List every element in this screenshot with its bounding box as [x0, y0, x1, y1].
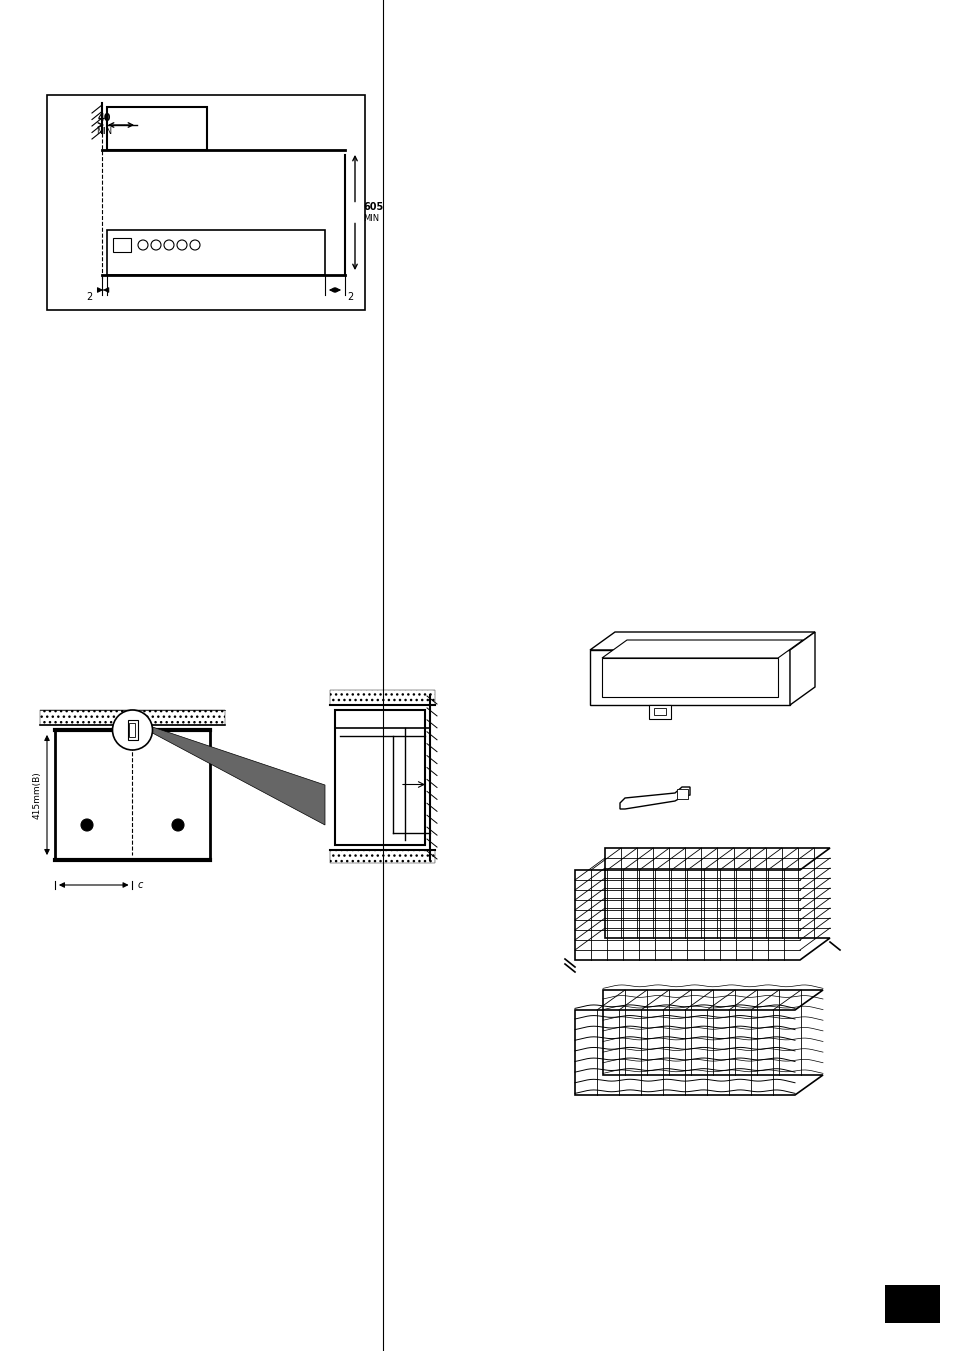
Bar	[112, 238, 131, 253]
Polygon shape	[601, 658, 778, 697]
Bar	[335, 711, 424, 844]
Circle shape	[177, 240, 187, 250]
Text: 415mm(B): 415mm(B)	[32, 771, 42, 819]
Polygon shape	[589, 650, 789, 705]
Text: 605: 605	[363, 203, 383, 212]
Bar	[648, 705, 670, 719]
Bar	[654, 708, 665, 715]
Text: 2: 2	[87, 292, 92, 303]
Bar	[128, 720, 137, 740]
Bar	[107, 107, 207, 150]
Bar	[130, 723, 135, 738]
Bar	[55, 730, 210, 861]
Polygon shape	[152, 727, 325, 825]
Circle shape	[81, 819, 92, 831]
Polygon shape	[589, 632, 814, 650]
Text: 40: 40	[97, 113, 112, 123]
Circle shape	[190, 240, 200, 250]
Circle shape	[138, 240, 148, 250]
Polygon shape	[575, 848, 829, 961]
Bar	[884, 1285, 939, 1323]
Polygon shape	[575, 990, 822, 1096]
Text: MIN: MIN	[363, 213, 378, 223]
Polygon shape	[601, 640, 802, 658]
Polygon shape	[789, 632, 814, 705]
Text: 2: 2	[347, 292, 353, 303]
Circle shape	[172, 819, 184, 831]
Bar	[677, 789, 687, 798]
Circle shape	[151, 240, 161, 250]
Text: c: c	[137, 880, 143, 890]
Text: MIN: MIN	[96, 127, 112, 135]
Circle shape	[164, 240, 173, 250]
Bar	[107, 230, 325, 276]
Polygon shape	[619, 788, 689, 809]
Circle shape	[112, 711, 152, 750]
Bar	[47, 95, 365, 309]
